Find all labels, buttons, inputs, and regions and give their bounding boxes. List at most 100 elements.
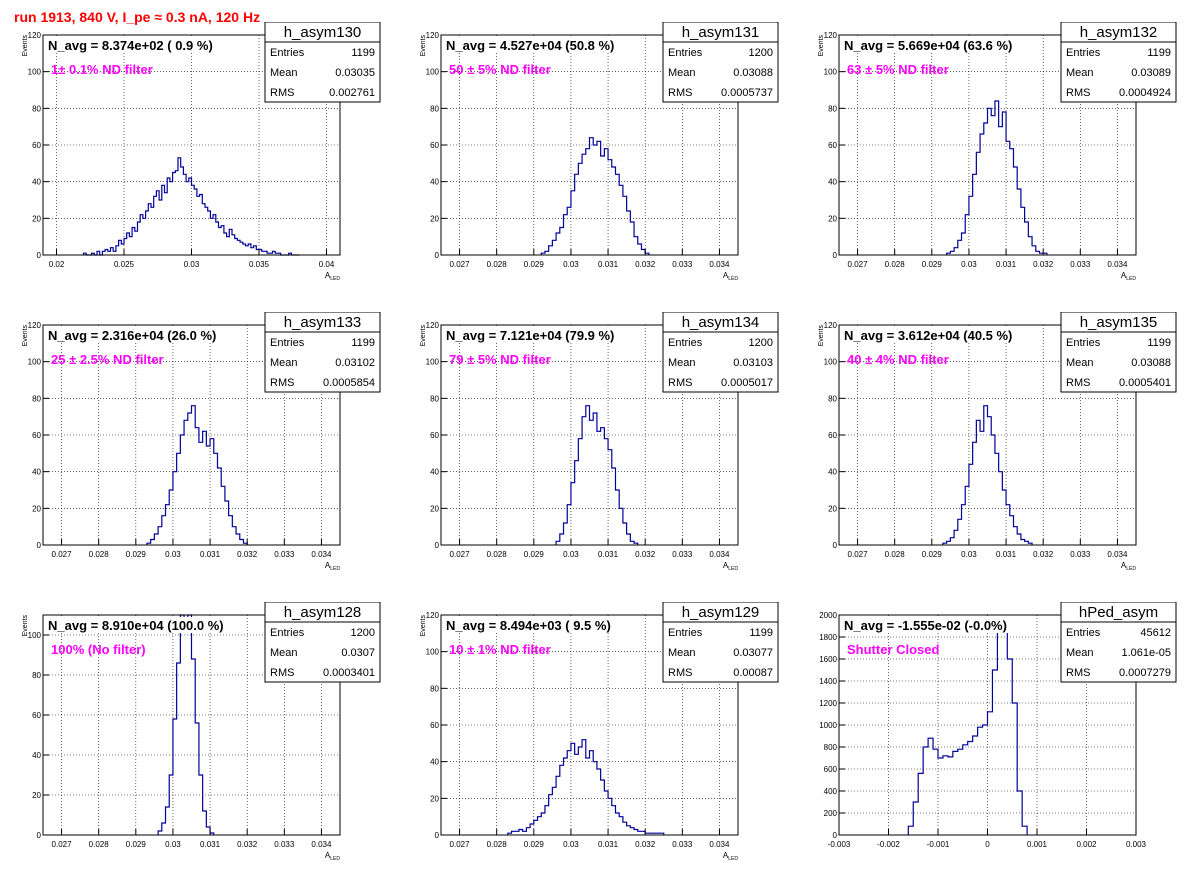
x-tick-label: 0.031 (598, 550, 619, 559)
plot-frame (42, 614, 341, 836)
x-tick-label: 0.025 (114, 260, 135, 269)
title-background (443, 327, 620, 343)
stat-rms-value: 0.0005854 (323, 377, 375, 389)
x-axis-label-main: A (325, 851, 331, 860)
stats-box-name: h_asym129 (682, 604, 760, 621)
stat-mean-label: Mean (668, 647, 696, 659)
y-tick-label: 0 (37, 251, 42, 260)
y-tick-label: 60 (430, 431, 439, 440)
x-tick-label: 0.034 (709, 550, 730, 559)
y-tick-label: 100 (824, 358, 838, 367)
x-tick-label: 0.034 (311, 840, 332, 849)
stat-rms-label: RMS (668, 667, 692, 679)
stats-box-name: h_asym130 (284, 24, 362, 41)
stat-mean-label: Mean (1066, 647, 1094, 659)
y-tick-label: 1000 (819, 721, 837, 730)
x-tick-label: 0.031 (996, 260, 1017, 269)
x-tick-label: 0.03 (563, 260, 579, 269)
stat-mean-label: Mean (668, 357, 696, 369)
x-tick-label: 0.028 (487, 260, 508, 269)
y-tick-label: 40 (32, 178, 41, 187)
y-tick-label: 80 (430, 684, 439, 693)
histogram-line (146, 405, 248, 545)
x-tick-label: 0.029 (126, 550, 147, 559)
y-tick-label: 100 (28, 68, 42, 77)
y-tick-label: 0 (435, 541, 440, 550)
stats-box-frame (662, 602, 779, 683)
title-background (45, 327, 222, 343)
x-axis-label: ALED (325, 561, 340, 572)
stat-rms-label: RMS (668, 87, 692, 99)
x-tick-label: -0.001 (927, 840, 950, 849)
stat-mean-value: 0.03088 (733, 67, 773, 79)
stats-box-frame (1060, 312, 1177, 393)
x-axis-label-sub: LED (1126, 276, 1136, 282)
y-tick-label: 20 (430, 504, 439, 513)
stats-box-name: h_asym132 (1080, 24, 1158, 41)
stat-rms-label: RMS (270, 377, 294, 389)
y-tick-label: 80 (828, 394, 837, 403)
stat-mean-value: 0.03077 (733, 647, 773, 659)
stat-rms-value: 0.0003401 (323, 667, 375, 679)
stats-box-name: h_asym135 (1080, 314, 1158, 331)
stat-mean-label: Mean (1066, 357, 1094, 369)
stat-entries-value: 1199 (351, 47, 375, 59)
stat-rms-value: 0.0007279 (1119, 667, 1171, 679)
x-tick-label: 0.031 (200, 840, 221, 849)
x-tick-label: 0.033 (1070, 550, 1091, 559)
histogram-panel-h_asym129: 0.027 0.028 0.029 0.03 0.031 0.032 0.033 0.034 0… (420, 602, 779, 862)
x-tick-label: 0.031 (598, 260, 619, 269)
x-tick-label: 0.033 (672, 840, 693, 849)
x-tick-label: 0.029 (524, 550, 545, 559)
stats-box: hPed_asym Entries 45612 Mean 1.061e-05 RMS 0.0… (1060, 602, 1177, 683)
stat-entries-value: 1200 (749, 47, 773, 59)
x-tick-label: 0.032 (237, 550, 258, 559)
stat-mean-label: Mean (668, 67, 696, 79)
x-tick-label: 0.027 (450, 550, 471, 559)
histogram-title: N_avg = -1.555e-02 (-0.0%) (844, 618, 1007, 633)
y-tick-label: 80 (430, 104, 439, 113)
x-tick-label: 0.032 (237, 840, 258, 849)
stat-entries-label: Entries (270, 627, 305, 639)
stat-entries-value: 1199 (749, 627, 773, 639)
x-axis-label: ALED (723, 851, 738, 862)
histogram-line (942, 405, 1033, 545)
stats-box: h_asym132 Entries 1199 Mean 0.03089 RMS 0.0004… (1060, 22, 1177, 103)
y-tick-label: 20 (430, 794, 439, 803)
histogram-line (555, 405, 639, 545)
stats-box: h_asym130 Entries 1199 Mean 0.03035 RMS 0.0027… (264, 22, 381, 103)
title-background (45, 37, 218, 53)
stat-mean-value: 1.061e-05 (1121, 647, 1171, 659)
y-tick-label: 60 (32, 711, 41, 720)
page-title: run 1913, 840 V, I_pe ≈ 0.3 nA, 120 Hz (14, 9, 261, 25)
x-tick-label: -0.003 (828, 840, 851, 849)
histogram-line (82, 157, 300, 256)
grid (441, 34, 738, 256)
x-axis-label-main: A (723, 271, 729, 280)
stat-rms-label: RMS (270, 667, 294, 679)
histogram-panel-h_asym134: 0.027 0.028 0.029 0.03 0.031 0.032 0.033 0.034 0… (420, 312, 779, 572)
stat-entries-label: Entries (1066, 47, 1101, 59)
y-tick-label: 0 (833, 831, 838, 840)
y-tick-label: 40 (828, 468, 837, 477)
y-tick-label: 40 (32, 751, 41, 760)
x-tick-label: 0.028 (89, 840, 110, 849)
stat-rms-value: 0.002761 (329, 87, 375, 99)
x-tick-label: 0.04 (319, 260, 335, 269)
filter-annotation: 100% (No filter) (51, 642, 146, 657)
filter-annotation: 25 ± 2.5% ND filter (51, 352, 164, 367)
x-tick-label: 0.029 (922, 550, 943, 559)
histogram-line (157, 614, 215, 835)
stats-box-frame (1060, 602, 1177, 683)
stat-mean-value: 0.03089 (1131, 67, 1171, 79)
y-tick-label: 80 (32, 394, 41, 403)
title-background (841, 37, 1018, 53)
stats-box-frame (264, 312, 381, 393)
y-tick-label: 20 (32, 504, 41, 513)
x-axis-label-main: A (1121, 271, 1127, 280)
x-tick-label: 0.002 (1076, 840, 1097, 849)
histogram-panel-h_asym133: 0.027 0.028 0.029 0.03 0.031 0.032 0.033 0.034 0… (22, 312, 381, 572)
x-tick-label: 0.03 (563, 840, 579, 849)
x-tick-label: 0.032 (1033, 550, 1054, 559)
x-tick-label: 0.029 (922, 260, 943, 269)
